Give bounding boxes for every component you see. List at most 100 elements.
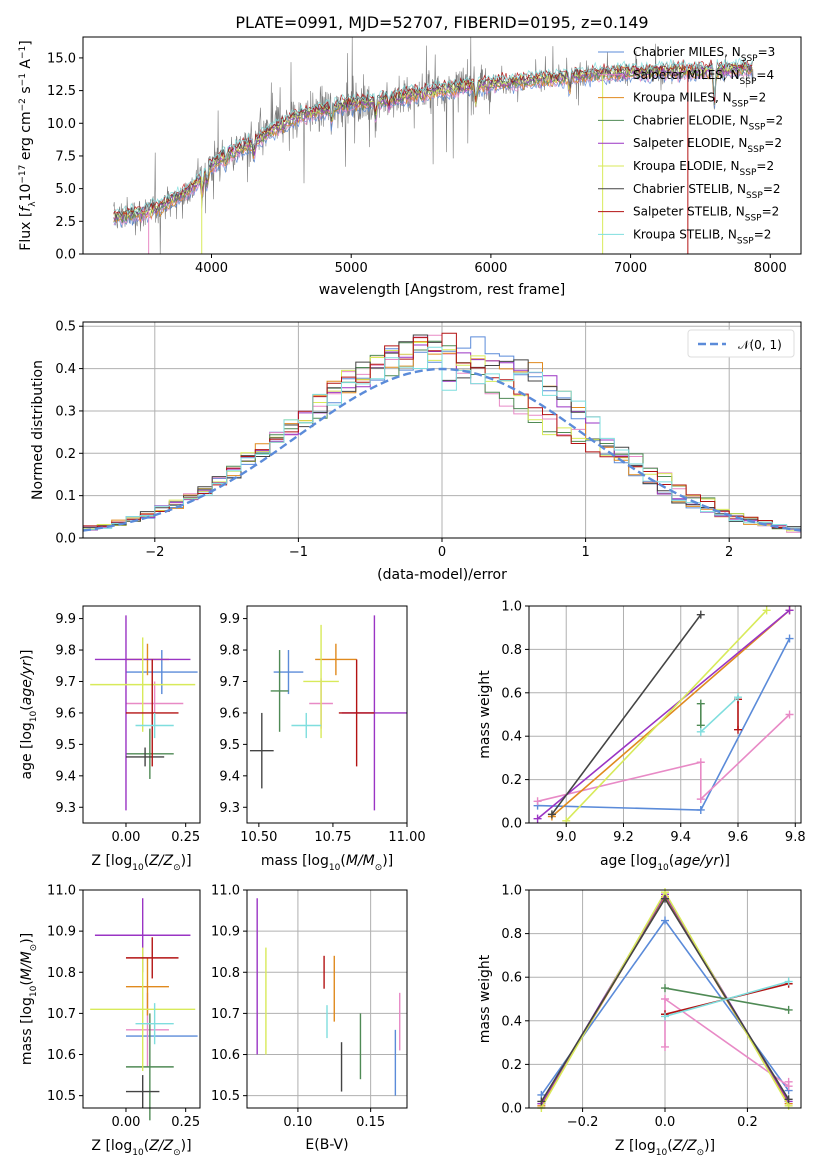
residuals-xtick-label: 1 <box>581 545 589 560</box>
z-mass-ylabel-part: 10 <box>29 985 39 997</box>
weight-point-marker <box>785 710 794 719</box>
weight-point-marker <box>696 727 705 736</box>
z-weight-ylabel: mass weight <box>477 954 493 1043</box>
weight-point-marker <box>696 758 705 767</box>
z-mass-xlabel-part: ( <box>144 1138 149 1154</box>
weight-point-marker <box>696 805 705 814</box>
legend-entry-part: =2 <box>749 91 767 105</box>
weight-point-marker <box>784 1005 793 1014</box>
weight-series-line <box>700 696 739 733</box>
weight-point-marker <box>784 977 793 986</box>
z-weight-ytick-label: 0.0 <box>501 1102 522 1117</box>
age-weight-xlabel-part: ( <box>669 853 674 869</box>
z-mass-ytick-label: 10.7 <box>47 1007 76 1022</box>
residuals-frame <box>82 321 802 539</box>
residuals-xtick-label: 2 <box>725 545 733 560</box>
spectrum-ylabel-part: A <box>18 59 34 73</box>
mass-age-xlabel-part: mass [log <box>261 853 329 869</box>
z-mass-xlabel: Z [log10(Z/Z⊙)] <box>91 1138 191 1158</box>
age-weight-ytick-label: 0.6 <box>501 686 522 701</box>
mass-age-ytick-label: 9.3 <box>219 801 240 816</box>
z-mass-ytick-label: 10.8 <box>47 966 76 981</box>
residual-ylabel: Normed distribution <box>30 360 46 500</box>
residuals-xtick-label: −1 <box>289 545 308 560</box>
weight-point-marker <box>734 725 743 734</box>
legend-entry-part: Salpeter ELODIE, N <box>633 136 747 150</box>
spectrum-ylabel-part: −17 <box>18 165 28 184</box>
weight-series-line <box>537 713 791 803</box>
text-layer: 4000 5000 6000 7000 80000.02.55.07.510.012.5… <box>18 13 806 1158</box>
age-weight-ytick-label: 0.4 <box>501 730 522 745</box>
z-weight-xlabel: Z [log10(Z/Z⊙)] <box>615 1138 715 1158</box>
legend-entry-part: =4 <box>756 68 774 82</box>
legend-entry-part: Kroupa MILES, N <box>633 91 732 105</box>
spectrum-xtick-label: 4000 <box>195 261 228 276</box>
mass-age-xlabel-part: ⊙ <box>375 863 383 873</box>
spectrum-ylabel-part: −2 <box>18 98 28 111</box>
spectrum-ylabel-part: erg cm <box>18 111 34 164</box>
spectrum-ytick-label: 5.0 <box>55 182 76 197</box>
legend-entry: Chabrier MILES, NSSP=3 <box>633 45 775 64</box>
weight-series-line <box>664 980 789 1018</box>
z-mass-ylabel: mass [log10(M/M⊙)] <box>19 933 39 1065</box>
legend-entry-part: =2 <box>763 182 781 196</box>
residual-xlabel: (data-model)/error <box>377 567 507 583</box>
legend-entry-part: SSP <box>749 122 766 132</box>
spectrum-ytick-label: 10.0 <box>47 117 76 132</box>
z-age-ytick-label: 9.4 <box>55 769 76 784</box>
residual-legend-box <box>687 329 795 358</box>
ebv-mass-frame <box>246 889 408 1109</box>
z-age-xlabel-part: Z/Z <box>148 853 173 869</box>
legend-entry-part: Kroupa ELODIE, N <box>633 159 740 173</box>
weight-point-marker <box>661 984 669 993</box>
z-age-xlabel-part: 10 <box>132 863 144 873</box>
data-layer <box>82 36 802 1121</box>
age-weight-xlabel-part: age/yr <box>674 853 720 869</box>
weight-point-marker <box>661 894 669 903</box>
weight-point-marker <box>762 606 771 615</box>
z-age-xlabel-part: Z [log <box>91 853 132 869</box>
z-age-ytick-label: 9.5 <box>55 738 76 753</box>
spectrum-xlabel: wavelength [Angstrom, rest frame] <box>319 282 565 298</box>
z-mass-ytick-label: 11.0 <box>47 884 76 899</box>
spectrum-xtick-label: 7000 <box>614 261 647 276</box>
weight-point-marker <box>547 810 556 819</box>
spectrum-ytick-label: 7.5 <box>55 149 76 164</box>
z-age-frame <box>82 605 201 824</box>
legend-entry: Chabrier STELIB, NSSP=2 <box>633 182 781 201</box>
z-age-ytick-label: 9.8 <box>55 644 76 659</box>
ebv-mass-ytick-label: 10.8 <box>211 966 240 981</box>
age-weight-xtick-label: 9.0 <box>556 830 577 845</box>
frame-layer <box>79 36 802 1112</box>
z-age-xlabel-part: ⊙ <box>173 863 181 873</box>
weight-point-marker <box>661 995 669 1003</box>
ebv-mass-ytick-label: 10.7 <box>211 1007 240 1022</box>
spectrum-frame <box>82 36 802 255</box>
weight-point-marker <box>661 916 669 925</box>
legend-entry: Kroupa ELODIE, NSSP=2 <box>633 159 774 178</box>
z-age-ytick-label: 9.7 <box>55 675 76 690</box>
spectrum-ylabel-part: s <box>18 86 34 98</box>
ebv-mass-ytick-label: 10.6 <box>211 1048 240 1063</box>
z-age-ytick-label: 9.9 <box>55 612 76 627</box>
z-mass-xtick-label: 0.25 <box>171 1115 200 1130</box>
age-weight-ytick-label: 1.0 <box>501 600 522 615</box>
mass-age-xlabel-part: M/M <box>346 853 375 869</box>
z-weight-frame <box>528 889 802 1109</box>
z-weight-ytick-label: 0.6 <box>501 971 522 986</box>
z-age-ylabel-part: ( <box>19 705 35 710</box>
age-weight-xlabel-part: age [log <box>600 853 657 869</box>
legend-entry-part: =2 <box>762 205 780 219</box>
mass-age-ytick-label: 9.7 <box>219 675 240 690</box>
z-weight-xlabel-part: Z [log <box>615 1138 656 1154</box>
legend-entry-part: =2 <box>756 159 774 173</box>
spectrum-ytick-label: 0.0 <box>55 248 76 263</box>
spectrum-ytick-label: 12.5 <box>47 84 76 99</box>
grid-layer <box>83 322 801 1109</box>
weight-point-marker <box>537 1097 546 1106</box>
model-spectrum-line <box>113 71 753 228</box>
z-mass-ylabel-part: )] <box>19 933 35 944</box>
legend-entry-part: SSP <box>745 214 762 224</box>
mass-age-ytick-label: 9.9 <box>219 612 240 627</box>
model-spectrum-line <box>113 57 753 215</box>
